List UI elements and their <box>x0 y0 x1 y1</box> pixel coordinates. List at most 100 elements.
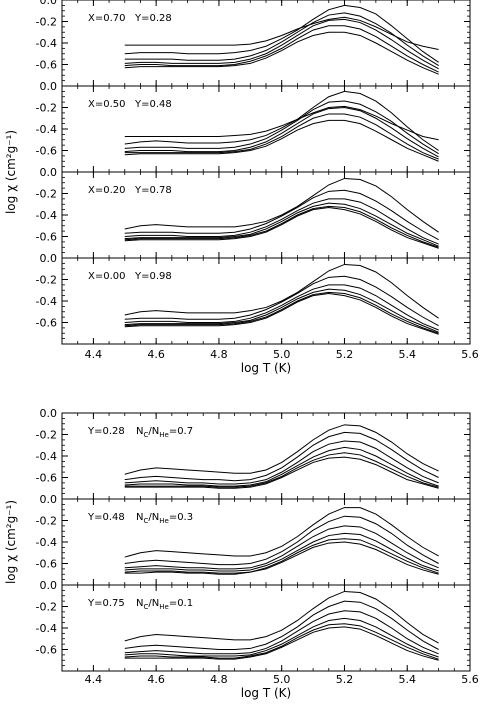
series-line-5 <box>124 626 439 661</box>
ratio-slash: / <box>148 426 152 437</box>
y-tick-label: -0.6 <box>36 558 57 571</box>
y-axis-label: log χ (cm²g⁻¹) <box>4 500 18 584</box>
series-line-2 <box>124 12 439 66</box>
x-tick-label: 5.6 <box>461 348 479 361</box>
panel-label-x: X=0.00 <box>88 271 126 282</box>
panel-1-1: 0.0-0.2-0.4-0.6Y=0.48 NC/NHe=0.3 <box>36 493 471 586</box>
ratio-n2: N <box>152 598 159 609</box>
series-line-2 <box>124 198 439 245</box>
y-tick-label: -0.6 <box>36 317 57 330</box>
y-tick-label: -0.6 <box>36 59 57 72</box>
y-tick-label: -0.6 <box>36 644 57 657</box>
series-line-2 <box>124 284 439 331</box>
series-line-0 <box>124 590 439 644</box>
panel-0-2: 0.0 -0.2 -0.4 -0.6 X=0.20 Y=0.78 <box>36 166 471 259</box>
series-line-0 <box>124 424 439 475</box>
panel-0-1: 0.0 -0.2 -0.4 -0.6 X=0.50 Y=0.48 <box>36 80 471 173</box>
y-tick-label: 0.0 <box>40 493 58 506</box>
ratio-sub-he: He <box>159 603 169 611</box>
y-tick-label: -0.2 <box>36 429 57 442</box>
series-line-0 <box>124 105 439 141</box>
y-axis-label: log χ (cm²g⁻¹) <box>4 130 18 214</box>
series-line-0 <box>124 177 439 233</box>
panel-0-3: 0.0 -0.2 -0.4 -0.6 X=0.00 Y=0.98 <box>36 252 471 345</box>
series-line-3 <box>124 288 439 333</box>
y-tick-label: -0.4 <box>36 209 57 222</box>
x-tick-label: 5.0 <box>273 348 291 361</box>
y-tick-label: -0.4 <box>36 536 57 549</box>
x-tick-label: 4.6 <box>147 348 165 361</box>
y-tick-label: -0.4 <box>36 123 57 136</box>
series-line-5 <box>124 206 439 249</box>
panel-label-x: X=0.20 <box>88 185 126 196</box>
series-line-0 <box>124 16 439 50</box>
series-line-3 <box>124 18 439 70</box>
ratio-slash: / <box>148 598 152 609</box>
series-line-1 <box>124 275 439 327</box>
series-line-1 <box>124 600 439 650</box>
y-tick-label: -0.2 <box>36 188 57 201</box>
series-line-2 <box>124 610 439 655</box>
ratio-value: =0.7 <box>169 426 193 437</box>
series-line-5 <box>124 119 439 162</box>
panel-label-x: X=0.70 <box>88 13 126 24</box>
panel-label-y: Y=0.75 <box>87 598 125 609</box>
y-tick-label: -0.2 <box>36 274 57 287</box>
series-line-3 <box>124 106 439 158</box>
x-tick-label: 4.4 <box>85 673 103 686</box>
y-tick-label: -0.6 <box>36 472 57 485</box>
x-tick-label: 4.8 <box>210 673 228 686</box>
lower-chart-group: 0.0-0.2-0.4-0.6Y=0.28 NC/NHe=0.70.0-0.2-0… <box>4 407 479 700</box>
y-tick-label: 0.0 <box>40 0 58 7</box>
series-line-4 <box>124 291 439 334</box>
x-tick-label: 5.6 <box>461 673 479 686</box>
panel-label-y: Y=0.48 <box>134 99 172 110</box>
x-tick-label: 5.2 <box>336 673 354 686</box>
y-tick-label: -0.4 <box>36 622 57 635</box>
ratio-n2: N <box>152 426 159 437</box>
panel-1-2: 0.0 -0.2 -0.4 -0.6 Y=0.75 NC/NHe=0.1 <box>36 579 471 672</box>
y-tick-label: -0.6 <box>36 231 57 244</box>
y-tick-label: -0.2 <box>36 16 57 29</box>
series-line-4 <box>124 623 439 660</box>
series-line-1 <box>124 189 439 241</box>
x-axis-label: log T (K) <box>241 361 291 375</box>
ratio-sub-c: C <box>143 517 148 525</box>
series-line-4 <box>124 452 439 488</box>
y-tick-label: -0.4 <box>36 295 57 308</box>
series-line-1 <box>124 515 439 566</box>
panel-0-0: 0.0 -0.2 -0.4 -0.6 X=0.70 Y=0.28 <box>36 0 471 87</box>
series-line-4 <box>124 205 439 248</box>
x-tick-label: 5.4 <box>398 673 416 686</box>
ratio-sub-c: C <box>143 431 148 439</box>
ratio-n1: N <box>136 598 143 609</box>
series-line-3 <box>124 532 439 572</box>
panel-1-0: 0.0-0.2-0.4-0.6Y=0.28 NC/NHe=0.7 <box>36 407 471 500</box>
panel-label-ratio: NC/NHe=0.1 <box>136 598 193 611</box>
y-tick-label: 0.0 <box>40 579 58 592</box>
series-line-0 <box>124 263 439 319</box>
y-tick-label: 0.0 <box>40 80 58 93</box>
panel-label-y: Y=0.28 <box>134 13 172 24</box>
series-line-3 <box>124 202 439 247</box>
ratio-n1: N <box>136 512 143 523</box>
ratio-n1: N <box>136 426 143 437</box>
series-line-0 <box>124 507 439 558</box>
x-tick-label: 4.8 <box>210 348 228 361</box>
y-tick-label: 0.0 <box>40 252 58 265</box>
series-line-4 <box>124 538 439 574</box>
y-tick-label: 0.0 <box>40 166 58 179</box>
series-line-5 <box>124 31 439 75</box>
x-tick-label: 4.4 <box>85 348 103 361</box>
ratio-sub-he: He <box>159 431 169 439</box>
ratio-sub-he: He <box>159 517 169 525</box>
ratio-slash: / <box>148 512 152 523</box>
panel-label-y: Y=0.98 <box>134 271 172 282</box>
ratio-value: =0.3 <box>169 512 193 523</box>
y-tick-label: -0.2 <box>36 601 57 614</box>
ratio-sub-c: C <box>143 603 148 611</box>
y-tick-label: -0.2 <box>36 102 57 115</box>
y-tick-label: 0.0 <box>40 407 58 420</box>
series-line-4 <box>124 25 439 73</box>
